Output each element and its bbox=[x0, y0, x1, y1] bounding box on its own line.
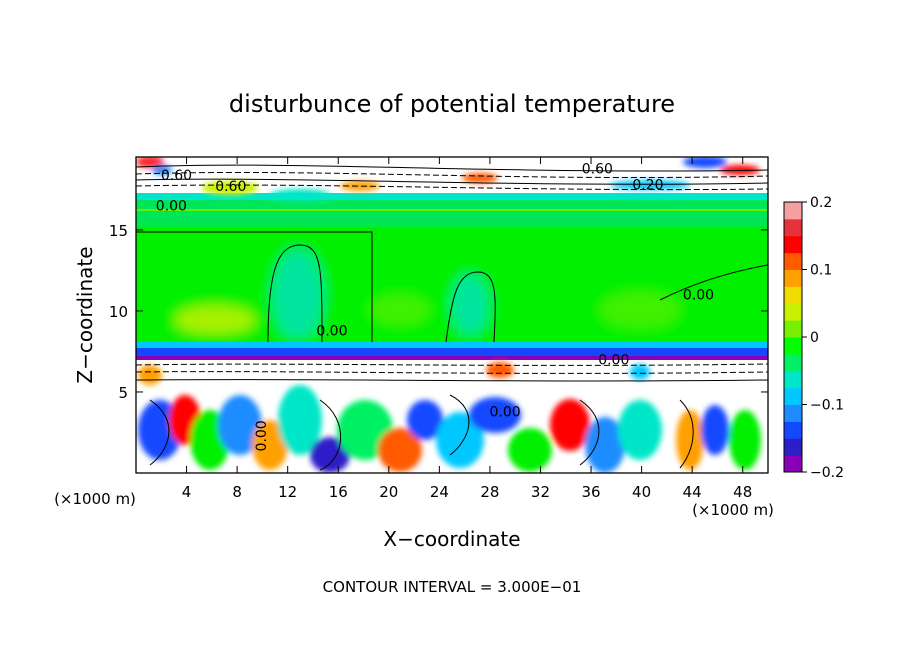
colorbar-segment bbox=[784, 455, 802, 473]
plot-frame bbox=[135, 156, 769, 474]
y-axis-label: Z−coordinate bbox=[73, 246, 97, 383]
field-cold-band bbox=[136, 342, 768, 384]
x-unit-label-right: (×1000 m) bbox=[692, 501, 774, 519]
x-tick-label: 4 bbox=[182, 483, 192, 501]
colorbar-segment bbox=[784, 421, 802, 439]
colorbar-tick-label: −0.1 bbox=[810, 398, 844, 414]
x-tick-label: 20 bbox=[379, 483, 398, 501]
x-tick-label: 24 bbox=[430, 483, 449, 501]
colorbar-segment bbox=[784, 269, 802, 287]
x-tick-label: 48 bbox=[733, 483, 752, 501]
field-upper bbox=[136, 157, 768, 227]
colorbar-segment bbox=[784, 303, 802, 321]
y-tick-label: 10 bbox=[109, 303, 128, 321]
colorbar-tick-label: 0.1 bbox=[810, 263, 832, 279]
x-tick-label: 28 bbox=[480, 483, 499, 501]
colorbar-segment bbox=[784, 202, 802, 220]
colorbar-segment bbox=[784, 235, 802, 254]
x-axis-ticks: 4 8 12 16 20 24 28 32 36 40 44 48 bbox=[182, 157, 752, 501]
colorbar-segment bbox=[784, 370, 802, 389]
contour-label: 0.60 bbox=[161, 168, 192, 184]
x-tick-label: 32 bbox=[531, 483, 550, 501]
x-tick-label: 40 bbox=[632, 483, 651, 501]
contour-label: 0.00 bbox=[490, 404, 521, 420]
contour-label: 0.20 bbox=[632, 178, 663, 194]
x-tick-label: 8 bbox=[232, 483, 242, 501]
contour-label: 0.00 bbox=[156, 199, 187, 215]
colorbar-tick-label: −0.2 bbox=[810, 465, 844, 481]
contour-label: 0.00 bbox=[598, 353, 629, 369]
contour-label: 0.00 bbox=[683, 288, 714, 304]
contour-label: 0.60 bbox=[582, 161, 613, 177]
colorbar-segment bbox=[784, 404, 802, 422]
contour-label: 0.00 bbox=[254, 420, 270, 451]
y-tick-label: 15 bbox=[109, 222, 128, 240]
y-tick-label: 5 bbox=[118, 384, 128, 402]
x-tick-label: 16 bbox=[329, 483, 348, 501]
colorbar-ticks: 0.2 0.1 0 −0.1 −0.2 bbox=[802, 195, 844, 481]
y-axis-ticks: 5 10 15 bbox=[109, 222, 768, 402]
field-mid bbox=[136, 230, 768, 342]
colorbar-segment bbox=[784, 252, 802, 270]
field-boundary-layer bbox=[136, 362, 768, 473]
colorbar-segment bbox=[784, 353, 802, 372]
x-unit-label-left: (×1000 m) bbox=[54, 490, 136, 508]
x-tick-label: 12 bbox=[278, 483, 297, 501]
colorbar-segment bbox=[784, 387, 802, 405]
colorbar-segment bbox=[784, 438, 802, 456]
chart-title: disturbunce of potential temperature bbox=[229, 90, 675, 118]
colorbar-segment bbox=[784, 337, 802, 355]
colorbar-tick-label: 0 bbox=[810, 330, 819, 346]
x-tick-label: 36 bbox=[581, 483, 600, 501]
contour-label: 0.60 bbox=[215, 179, 246, 195]
plot-area bbox=[136, 157, 768, 473]
colorbar-segment bbox=[784, 218, 802, 237]
colorbar-tick-label: 0.2 bbox=[810, 195, 832, 211]
contour-interval-note: CONTOUR INTERVAL = 3.000E−01 bbox=[323, 578, 582, 596]
colorbar-segment bbox=[784, 286, 802, 304]
contour-lines bbox=[136, 164, 768, 471]
x-axis-label: X−coordinate bbox=[383, 527, 520, 551]
colorbar-segment bbox=[784, 320, 802, 338]
colorbar bbox=[783, 201, 803, 473]
contour-label: 0.00 bbox=[316, 323, 347, 339]
contour-labels: 0.60 0.60 0.00 0.60 0.20 0.00 0.00 0.00 0.00 0.00 bbox=[156, 161, 714, 451]
x-tick-label: 44 bbox=[683, 483, 702, 501]
